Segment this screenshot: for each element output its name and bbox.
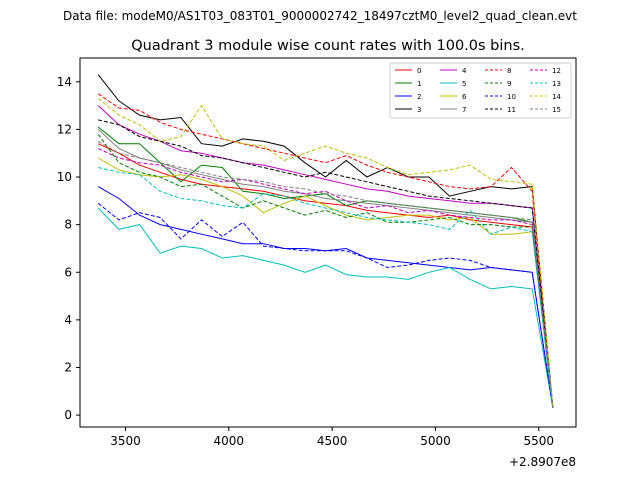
legend-label-4: 4 bbox=[462, 67, 467, 75]
figure-suptitle: Data file: modeM0/AS1T03_083T01_90000027… bbox=[63, 9, 577, 23]
legend-label-2: 2 bbox=[417, 93, 421, 101]
x-tick-label: 4500 bbox=[317, 434, 348, 448]
series-line-0 bbox=[97, 143, 554, 409]
x-tick-label: 5000 bbox=[420, 434, 451, 448]
legend-label-10: 10 bbox=[507, 93, 516, 101]
x-offset-label: +2.8907e8 bbox=[509, 455, 576, 469]
x-tick-label: 4000 bbox=[214, 434, 245, 448]
series-line-7 bbox=[97, 129, 554, 409]
series-line-4 bbox=[97, 105, 554, 409]
legend-label-5: 5 bbox=[462, 80, 466, 88]
series-line-3 bbox=[97, 74, 554, 409]
legend-label-11: 11 bbox=[507, 106, 516, 114]
series-line-9 bbox=[97, 133, 554, 409]
legend-label-8: 8 bbox=[507, 67, 511, 75]
x-tick-label: 5500 bbox=[524, 434, 555, 448]
legend-label-6: 6 bbox=[462, 93, 467, 101]
y-tick-label: 6 bbox=[64, 265, 72, 279]
series-line-5 bbox=[97, 207, 554, 409]
legend-label-15: 15 bbox=[552, 106, 561, 114]
series-line-13 bbox=[98, 167, 554, 409]
y-tick-label: 14 bbox=[57, 75, 72, 89]
series-layer bbox=[97, 74, 554, 409]
y-tick-label: 12 bbox=[57, 122, 72, 136]
series-line-8 bbox=[97, 93, 554, 409]
x-tick-label: 3500 bbox=[110, 434, 141, 448]
legend-label-7: 7 bbox=[462, 106, 466, 114]
y-tick-label: 8 bbox=[64, 218, 72, 232]
legend-label-14: 14 bbox=[552, 93, 561, 101]
y-tick-label: 10 bbox=[57, 170, 72, 184]
legend-box bbox=[389, 62, 572, 119]
legend-label-12: 12 bbox=[552, 67, 561, 75]
series-line-14 bbox=[97, 98, 554, 409]
y-tick-label: 4 bbox=[64, 313, 72, 327]
y-tick-label: 0 bbox=[64, 408, 72, 422]
x-axis: 3500 4000 4500 5000 5500 bbox=[110, 427, 554, 448]
legend-label-1: 1 bbox=[417, 80, 421, 88]
series-line-12 bbox=[97, 148, 554, 409]
y-tick-label: 2 bbox=[64, 360, 72, 374]
chart-title: Quadrant 3 module wise count rates with … bbox=[131, 38, 525, 54]
series-line-10 bbox=[97, 202, 554, 409]
legend-label-9: 9 bbox=[507, 80, 511, 88]
legend-label-13: 13 bbox=[552, 80, 561, 88]
series-line-6 bbox=[97, 157, 554, 409]
axes-frame bbox=[79, 57, 577, 428]
legend-label-3: 3 bbox=[417, 106, 421, 114]
legend-label-0: 0 bbox=[417, 67, 421, 75]
y-axis: 0 2 4 6 8 10 12 14 bbox=[57, 75, 80, 422]
series-line-15 bbox=[97, 140, 554, 409]
series-line-11 bbox=[98, 119, 554, 409]
